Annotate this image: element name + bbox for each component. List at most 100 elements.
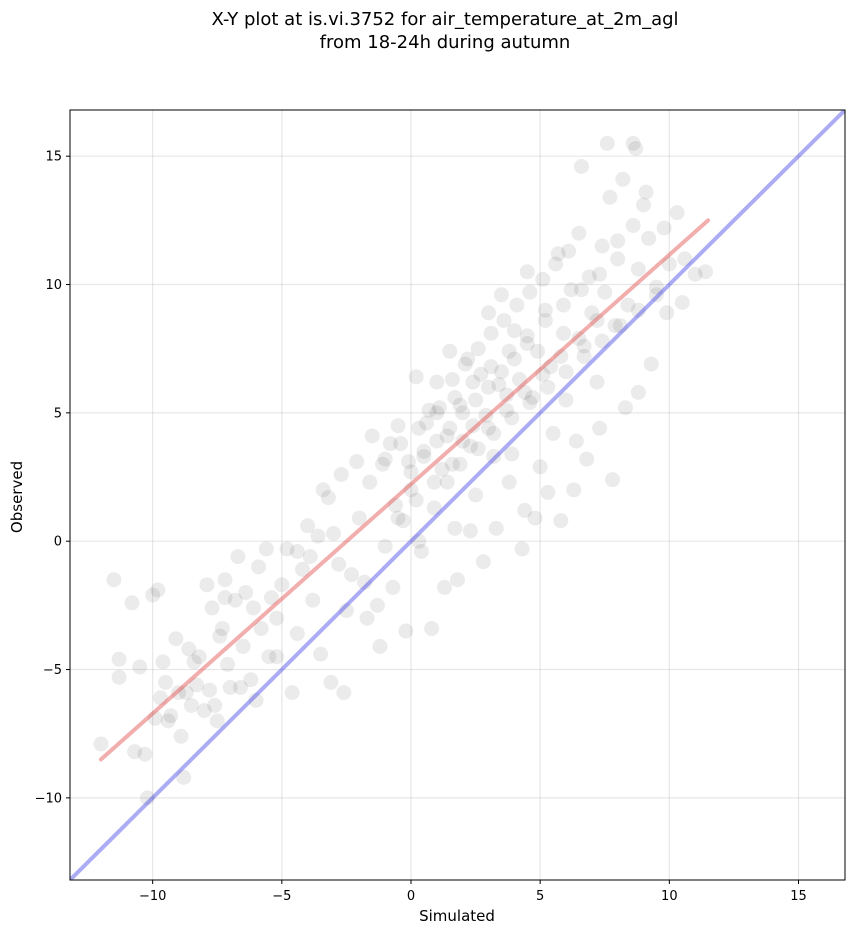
data-point xyxy=(214,620,230,636)
data-point xyxy=(571,330,587,346)
data-point xyxy=(351,510,367,526)
data-point xyxy=(524,389,540,405)
data-point xyxy=(183,697,199,713)
data-point xyxy=(178,685,194,701)
data-point xyxy=(687,266,703,282)
data-point xyxy=(289,626,305,642)
data-point xyxy=(504,446,520,462)
data-point xyxy=(253,620,269,636)
x-tick-label: −5 xyxy=(272,889,291,904)
data-point xyxy=(519,328,535,344)
data-point xyxy=(395,513,411,529)
data-point xyxy=(233,680,248,695)
data-point xyxy=(163,708,179,724)
data-point xyxy=(574,282,589,298)
data-point xyxy=(698,264,713,280)
data-point xyxy=(460,351,476,367)
data-point xyxy=(470,441,486,457)
data-point xyxy=(462,523,478,539)
data-point xyxy=(447,389,463,405)
data-point xyxy=(289,543,305,559)
data-point xyxy=(537,302,553,318)
data-point xyxy=(607,318,623,334)
data-point xyxy=(261,649,277,665)
data-point xyxy=(553,513,569,529)
data-point xyxy=(522,284,538,300)
data-point xyxy=(625,218,641,233)
data-point xyxy=(245,600,261,616)
data-point xyxy=(537,312,553,328)
data-point xyxy=(390,510,406,526)
data-point xyxy=(462,438,478,454)
data-point xyxy=(592,420,608,436)
data-point xyxy=(403,464,419,480)
data-point xyxy=(661,256,677,272)
data-point xyxy=(576,338,592,354)
data-point xyxy=(535,271,551,287)
data-point xyxy=(594,333,610,349)
data-point xyxy=(235,638,251,654)
data-point xyxy=(264,590,279,606)
data-point xyxy=(620,297,636,313)
data-point xyxy=(442,420,458,436)
data-point xyxy=(442,343,458,359)
data-point xyxy=(527,510,543,526)
gridlines xyxy=(70,110,845,880)
data-point xyxy=(388,497,403,513)
data-point xyxy=(377,538,393,554)
data-point xyxy=(501,474,517,490)
data-point xyxy=(555,325,571,341)
data-point xyxy=(238,585,254,601)
data-point xyxy=(93,736,109,752)
data-point xyxy=(501,343,517,359)
data-point xyxy=(558,392,574,408)
data-point xyxy=(486,425,502,441)
data-point xyxy=(222,680,238,695)
data-point xyxy=(279,541,295,557)
data-point xyxy=(574,158,589,174)
data-point xyxy=(320,490,336,506)
data-point xyxy=(571,225,587,241)
x-tick-label: 15 xyxy=(790,889,807,904)
data-point xyxy=(493,364,509,380)
data-point xyxy=(589,312,605,328)
data-point xyxy=(517,384,533,400)
x-tick-label: 0 xyxy=(407,889,415,904)
data-point xyxy=(323,674,339,690)
data-point xyxy=(630,302,646,318)
data-point xyxy=(382,436,398,452)
data-point xyxy=(302,549,318,565)
data-point xyxy=(150,582,166,598)
data-point xyxy=(636,197,651,213)
data-point xyxy=(336,685,352,701)
y-tick-label: 5 xyxy=(54,406,62,421)
data-point xyxy=(584,305,600,321)
data-point xyxy=(331,556,347,572)
data-point xyxy=(540,484,556,500)
data-point xyxy=(434,461,450,477)
y-tick-label: 15 xyxy=(45,150,62,165)
data-point xyxy=(421,402,437,418)
data-point xyxy=(369,597,385,613)
data-point xyxy=(132,659,148,675)
data-point xyxy=(204,600,220,616)
data-point xyxy=(481,305,496,321)
data-point xyxy=(452,397,468,413)
data-point xyxy=(426,500,442,516)
data-point xyxy=(416,443,432,459)
data-point xyxy=(517,502,533,518)
data-point xyxy=(610,251,626,267)
data-point xyxy=(377,451,393,467)
fit-lines xyxy=(70,110,845,880)
data-point xyxy=(545,425,561,441)
data-point xyxy=(426,474,442,490)
data-point xyxy=(411,533,427,549)
data-point xyxy=(504,410,520,426)
data-point xyxy=(592,266,608,282)
data-point xyxy=(375,456,391,472)
data-point xyxy=(372,638,388,654)
data-point xyxy=(481,379,496,395)
data-point xyxy=(465,374,481,390)
data-point xyxy=(553,348,569,364)
